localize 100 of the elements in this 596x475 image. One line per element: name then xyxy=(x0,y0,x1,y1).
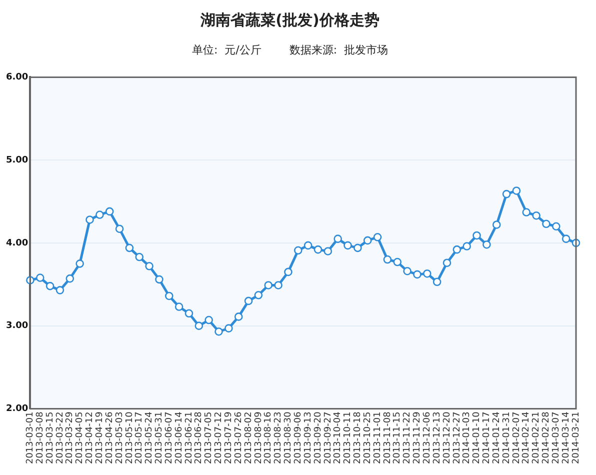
x-tick-label: 2013-05-10 xyxy=(124,411,135,464)
point xyxy=(344,241,352,250)
x-tick-label: 2013-03-29 xyxy=(65,411,76,464)
point xyxy=(512,186,521,195)
x-tick-label: 2013-12-06 xyxy=(422,411,432,464)
point xyxy=(432,278,442,286)
point xyxy=(522,208,531,216)
x-tick-label: 2014-02-14 xyxy=(522,411,532,464)
x-tick-label: 2013-08-30 xyxy=(284,411,294,464)
x-tick-label: 2013-11-08 xyxy=(382,411,393,464)
point xyxy=(164,292,174,300)
point xyxy=(115,224,124,234)
y-tick-label: 6.00 xyxy=(6,72,28,83)
x-tick-label: 2014-03-21 xyxy=(571,412,582,464)
x-tick-label: 2013-10-11 xyxy=(343,412,354,464)
point xyxy=(155,275,164,284)
x-tick-label: 2013-04-26 xyxy=(104,411,115,464)
point xyxy=(542,220,550,228)
x-tick-label: 2014-03-07 xyxy=(551,412,562,464)
point xyxy=(472,231,481,240)
point xyxy=(532,211,540,220)
x-tick-label: 2013-06-21 xyxy=(184,412,194,464)
x-tick-label: 2013-05-31 xyxy=(154,412,165,464)
x-tick-label: 2013-03-01 xyxy=(26,412,36,464)
point xyxy=(96,210,104,219)
x-tick-label: 2014-01-10 xyxy=(472,411,482,464)
point xyxy=(363,236,372,245)
point xyxy=(373,232,382,242)
point xyxy=(274,281,282,290)
x-tick-label: 2014-02-07 xyxy=(512,412,522,464)
x-tick-label: 2013-09-13 xyxy=(303,412,314,464)
point xyxy=(552,222,560,231)
chart-subtitle: 单位: 元/公斤 数据来源: 批发市场 xyxy=(192,43,388,56)
x-tick-label: 2013-11-15 xyxy=(392,412,403,464)
x-tick-label: 2013-12-20 xyxy=(442,411,452,464)
x-tick-label: 2013-08-16 xyxy=(264,411,274,464)
x-tick-label: 2013-11-29 xyxy=(412,411,423,464)
x-tick-label: 2013-07-12 xyxy=(214,412,224,464)
point xyxy=(184,309,194,318)
x-tick-label: 2013-06-07 xyxy=(164,412,174,464)
x-tick-label: 2013-07-26 xyxy=(234,411,244,464)
x-tick-label: 2013-06-28 xyxy=(194,411,204,464)
x-tick-label: 2014-03-14 xyxy=(561,411,572,464)
point xyxy=(422,269,432,278)
point xyxy=(254,291,263,300)
x-tick-label: 2013-10-25 xyxy=(362,412,373,464)
x-tick-label: 2013-12-13 xyxy=(432,412,442,464)
point xyxy=(174,302,184,311)
x-tick-label: 2014-01-03 xyxy=(462,412,472,464)
point xyxy=(125,244,134,252)
x-tick-label: 2013-04-12 xyxy=(85,412,96,464)
point xyxy=(284,268,292,276)
x-tick-label: 2013-11-01 xyxy=(372,412,383,464)
x-tick-label: 2013-05-24 xyxy=(144,411,155,464)
x-tick-label: 2013-11-22 xyxy=(402,412,413,464)
y-tick-label: 4.00 xyxy=(6,238,28,248)
point xyxy=(403,266,412,276)
point xyxy=(324,247,332,256)
x-tick-label: 2013-06-14 xyxy=(174,411,184,464)
point xyxy=(234,312,243,321)
x-tick-label: 2013-10-18 xyxy=(353,411,364,464)
point xyxy=(393,258,402,266)
x-tick-label: 2013-03-08 xyxy=(35,411,46,464)
x-tick-label: 2013-04-05 xyxy=(75,412,86,464)
point xyxy=(452,245,462,254)
x-tick-label: 2014-02-28 xyxy=(542,411,552,464)
point xyxy=(482,240,491,249)
point xyxy=(294,246,302,255)
point xyxy=(502,190,511,198)
x-tick-label: 2014-01-24 xyxy=(492,411,502,464)
point xyxy=(492,220,501,229)
x-tick-label: 2013-05-17 xyxy=(134,412,145,464)
y-tick-label: 3.00 xyxy=(6,321,28,332)
point xyxy=(462,242,471,250)
point xyxy=(36,274,44,282)
point xyxy=(224,324,233,332)
point xyxy=(334,234,342,243)
point xyxy=(135,252,144,262)
x-tick-label: 2014-02-21 xyxy=(532,412,542,464)
x-tick-label: 2013-09-27 xyxy=(323,412,334,464)
x-tick-label: 2013-08-09 xyxy=(254,411,264,464)
y-tick-label: 2.00 xyxy=(6,404,28,414)
x-tick-label: 2013-08-02 xyxy=(244,412,254,464)
point xyxy=(214,327,223,336)
x-tick-label: 2013-07-05 xyxy=(204,412,214,464)
chart-title: 湖南省蔬菜(批发)价格走势 xyxy=(200,10,380,29)
point xyxy=(204,316,213,324)
x-tick-label: 2013-04-19 xyxy=(95,411,106,464)
x-tick-label: 2013-12-27 xyxy=(452,412,462,464)
point xyxy=(383,255,392,264)
y-tick-label: 5.00 xyxy=(6,155,28,166)
point xyxy=(46,282,54,290)
x-tick-label: 2013-03-15 xyxy=(45,412,56,464)
point xyxy=(413,270,422,279)
point xyxy=(264,281,273,290)
x-tick-label: 2013-09-06 xyxy=(293,411,304,464)
point xyxy=(145,262,154,270)
point xyxy=(304,241,312,250)
point xyxy=(244,296,253,306)
x-tick-label: 2013-10-04 xyxy=(333,411,344,464)
